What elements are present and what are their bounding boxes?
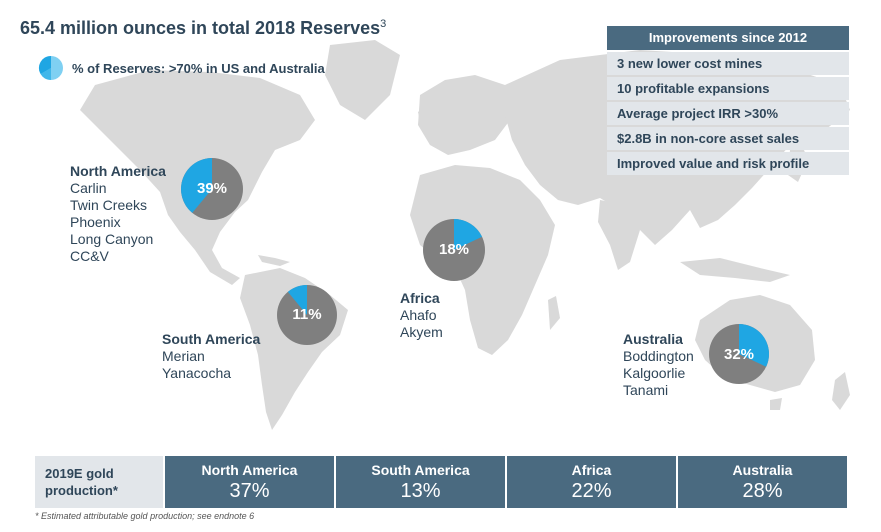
legend: % of Reserves: >70% in US and Australia	[38, 55, 325, 81]
mine-name: Carlin	[70, 180, 107, 196]
pie-legend-icon	[38, 55, 63, 80]
uk-shape	[418, 105, 432, 130]
pie-south-america	[277, 285, 337, 345]
mine-name: Merian	[162, 348, 205, 364]
mine-name: Tanami	[623, 382, 669, 398]
production-cell-africa: Africa 22%	[507, 456, 676, 508]
region-name: North America	[70, 163, 166, 179]
improvements-panel: Improvements since 2012 3 new lower cost…	[607, 26, 849, 175]
mine-name: Twin Creeks	[70, 197, 148, 213]
production-region: South America	[371, 461, 470, 478]
region-name: South America	[162, 331, 261, 347]
production-label-line2: production*	[45, 483, 118, 498]
region-south-america: South America Merian Yanacocha	[162, 331, 260, 382]
improvement-item: Improved value and risk profile	[607, 152, 849, 175]
pie-label-australia: 32%	[723, 346, 755, 363]
region-name: Australia	[623, 331, 683, 347]
production-label-line1: 2019E gold	[45, 466, 114, 481]
improvements-header: Improvements since 2012	[607, 26, 849, 50]
production-cell-south-america: South America 13%	[336, 456, 505, 508]
production-region: North America	[201, 461, 298, 478]
improvement-item: 3 new lower cost mines	[607, 52, 849, 75]
madagascar-shape	[548, 296, 560, 330]
production-table: 2019E gold production* North America 37%…	[35, 456, 847, 508]
title-superscript: 3	[380, 18, 387, 30]
pie-slice-reserve-share	[454, 219, 483, 250]
greenland-shape	[325, 40, 400, 120]
production-label: 2019E gold production*	[35, 456, 163, 508]
region-name: Africa	[400, 290, 440, 306]
mine-name: Yanacocha	[162, 365, 232, 381]
mine-name: Kalgoorlie	[623, 365, 686, 381]
pie-slice-reserve-share	[287, 285, 307, 315]
pie-label-north-america: 39%	[196, 180, 228, 197]
pie-north-america	[181, 158, 243, 220]
production-value: 28%	[742, 479, 783, 502]
new-zealand-shape	[832, 372, 850, 410]
production-value: 22%	[571, 479, 612, 502]
mine-name: Boddington	[623, 348, 694, 364]
pie-africa	[423, 219, 485, 281]
europe-shape	[418, 75, 520, 155]
production-value: 13%	[400, 479, 441, 502]
production-value: 37%	[229, 479, 270, 502]
production-cell-australia: Australia 28%	[678, 456, 847, 508]
region-australia: Australia Boddington Kalgoorlie Tanami	[623, 331, 694, 399]
production-cell-north-america: North America 37%	[165, 456, 334, 508]
pie-slice-reserve-share	[181, 158, 212, 213]
title-text: 65.4 million ounces in total 2018 Reserv…	[20, 18, 381, 38]
caribbean-shape	[258, 255, 290, 266]
production-region: Australia	[732, 461, 793, 478]
mine-name: CC&V	[70, 248, 109, 264]
indonesia-shape	[680, 258, 790, 282]
mine-name: Long Canyon	[70, 231, 154, 247]
production-region: Africa	[571, 461, 612, 478]
pie-slice-reserve-share	[739, 324, 769, 367]
region-africa: Africa Ahafo Akyem	[400, 290, 443, 341]
mine-name: Phoenix	[70, 214, 121, 230]
pie-label-south-america: 11%	[292, 306, 322, 323]
legend-text: % of Reserves: >70% in US and Australia	[72, 60, 325, 76]
footnote: * Estimated attributable gold production…	[35, 511, 255, 521]
tasmania-shape	[770, 398, 782, 410]
mine-name: Akyem	[400, 324, 443, 340]
page-title: 65.4 million ounces in total 2018 Reserv…	[20, 18, 386, 39]
improvement-item: 10 profitable expansions	[607, 77, 849, 100]
pie-label-africa: 18%	[438, 241, 470, 258]
mine-name: Ahafo	[400, 307, 437, 323]
region-north-america: North America Carlin Twin Creeks Phoenix…	[70, 163, 166, 265]
india-shape	[598, 200, 640, 270]
improvement-item: $2.8B in non-core asset sales	[607, 127, 849, 150]
improvement-item: Average project IRR >30%	[607, 102, 849, 125]
pie-australia	[709, 324, 769, 384]
